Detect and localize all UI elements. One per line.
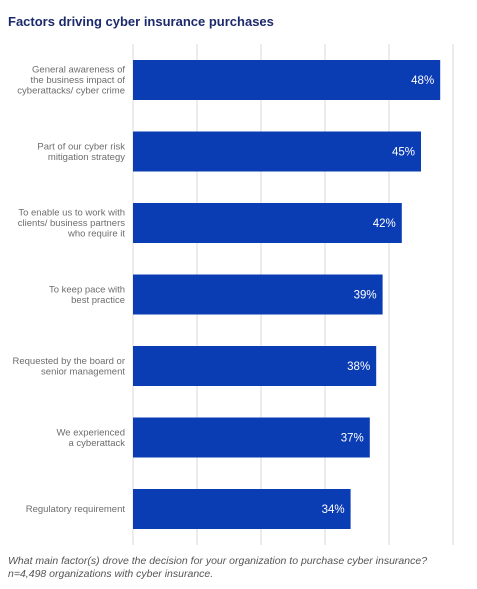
chart-footnote: What main factor(s) drove the decision f… <box>8 555 428 580</box>
bar <box>133 60 441 100</box>
data-label: 38% <box>347 361 370 373</box>
category-label: Regulatory requirement <box>26 504 126 515</box>
bars: 48% 45% 42% 39% 38% 37% 34% <box>133 60 441 529</box>
category-labels: General awareness of the business impact … <box>13 65 126 516</box>
category-label: To enable us to work with clients/ busine… <box>18 208 126 240</box>
bar <box>133 203 402 243</box>
bar <box>133 274 383 315</box>
category-label: General awareness of the business impact … <box>17 65 125 97</box>
data-label: 34% <box>322 504 345 516</box>
bar <box>133 417 370 458</box>
data-label: 39% <box>354 290 377 302</box>
data-label: 48% <box>411 75 434 87</box>
category-label: Part of our cyber risk mitigation strateg… <box>37 141 125 163</box>
bar <box>133 489 351 529</box>
category-label: Requested by the board or senior manageme… <box>13 356 126 378</box>
bar <box>133 346 377 386</box>
category-label: We experienced a cyberattack <box>57 427 126 449</box>
chart-title: Factors driving cyber insurance purchase… <box>8 14 274 29</box>
data-label: 42% <box>373 218 396 230</box>
data-label: 37% <box>341 433 364 445</box>
data-label: 45% <box>392 147 415 159</box>
bar-chart: 48% 45% 42% 39% 38% 37% 34% General awareness … <box>13 44 454 545</box>
bar <box>133 131 421 172</box>
category-label: To keep pace with best practice <box>49 284 125 306</box>
